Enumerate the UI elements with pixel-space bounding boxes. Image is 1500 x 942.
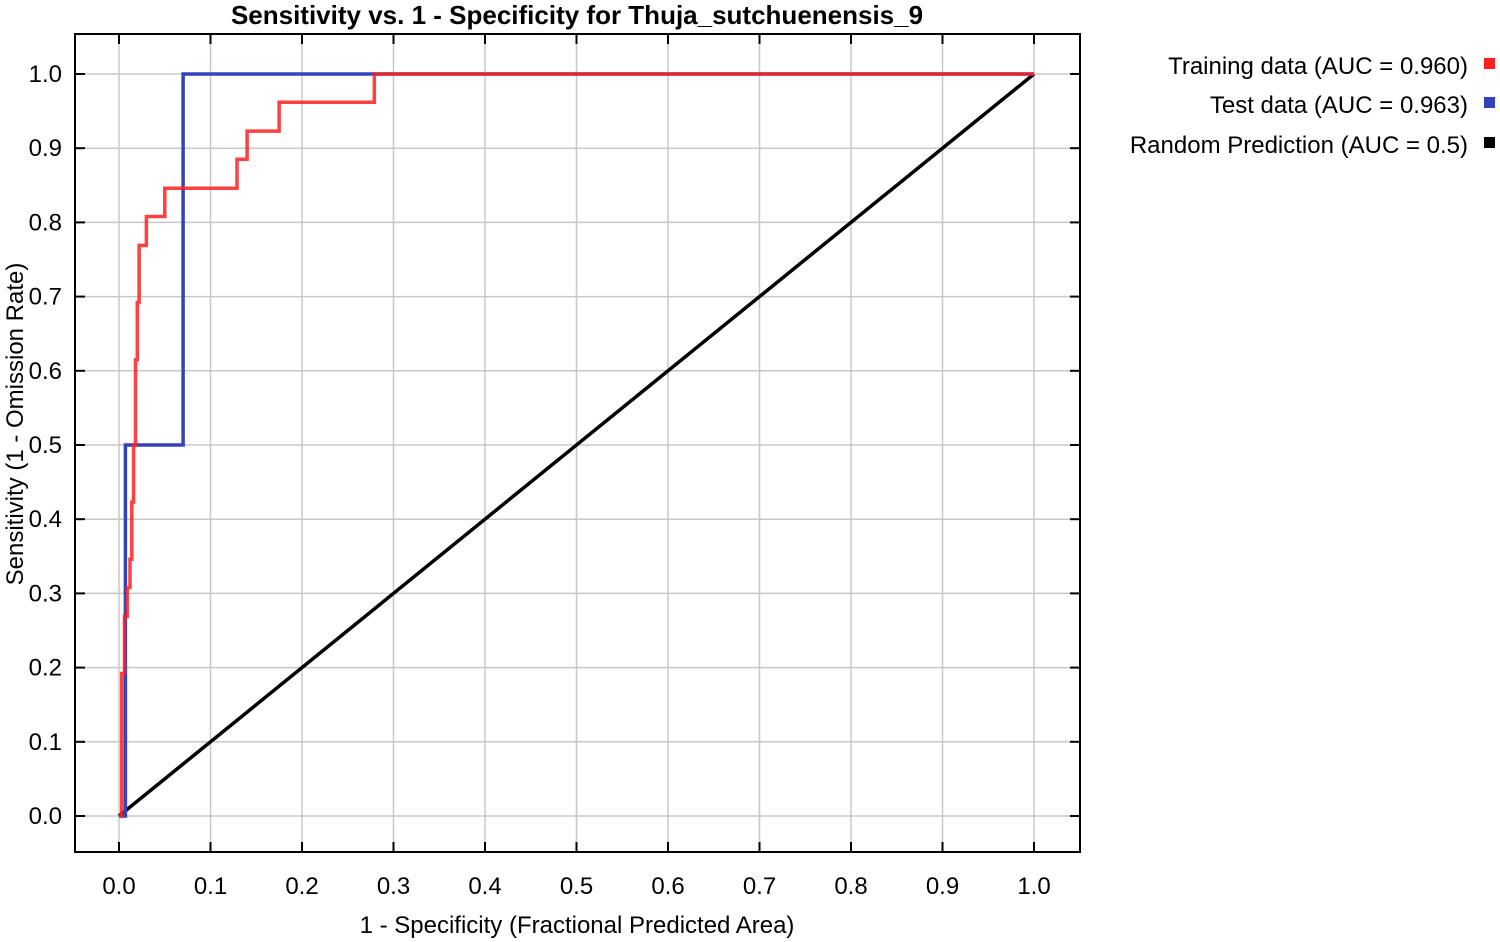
x-tick-label: 0.8 <box>834 873 867 900</box>
y-tick-label: 0.0 <box>29 803 62 830</box>
y-tick-label: 0.6 <box>29 358 62 385</box>
x-tick-label: 0.9 <box>926 873 959 900</box>
y-axis-title: Sensitivity (1 - Omission Rate) <box>2 263 29 586</box>
series-line-1 <box>119 72 1034 818</box>
y-tick-label: 0.9 <box>29 135 62 162</box>
legend-label: Training data (AUC = 0.960) <box>1168 53 1468 80</box>
legend-label: Random Prediction (AUC = 0.5) <box>1130 132 1468 159</box>
series-line-0 <box>119 72 1034 818</box>
x-tick-label: 0.4 <box>468 873 501 900</box>
legend-swatch <box>1484 137 1495 148</box>
x-tick-label: 1.0 <box>1017 873 1050 900</box>
chart-title: Sensitivity vs. 1 - Specificity for Thuj… <box>231 0 923 30</box>
y-tick-label: 0.2 <box>29 655 62 682</box>
y-tick-label: 0.4 <box>29 506 62 533</box>
x-tick-label: 0.5 <box>560 873 593 900</box>
x-tick-label: 0.7 <box>743 873 776 900</box>
y-tick-label: 0.5 <box>29 432 62 459</box>
x-tick-label: 0.1 <box>194 873 227 900</box>
legend: Training data (AUC = 0.960) Test data (AU… <box>1130 53 1495 159</box>
y-tick-label: 0.8 <box>29 209 62 236</box>
y-tick-label: 1.0 <box>29 61 62 88</box>
y-tick-label: 0.1 <box>29 729 62 756</box>
x-axis-title: 1 - Specificity (Fractional Predicted Ar… <box>360 912 795 939</box>
legend-swatch <box>1484 97 1495 108</box>
y-tick-label: 0.3 <box>29 580 62 607</box>
x-tick-label: 0.2 <box>285 873 318 900</box>
legend-label: Test data (AUC = 0.963) <box>1210 92 1468 119</box>
axis-ticks: 0.0 0.1 0.2 0.3 0.4 0.5 0.6 0.7 0.8 0.9 1.0 0.0 0.1 0… <box>29 34 1080 900</box>
x-tick-label: 0.6 <box>651 873 684 900</box>
x-tick-label: 0.0 <box>102 873 135 900</box>
y-tick-label: 0.7 <box>29 284 62 311</box>
series-lines <box>117 72 1036 818</box>
legend-swatch <box>1484 58 1495 69</box>
plot-frame <box>74 33 1081 853</box>
series-line-2 <box>117 72 1036 818</box>
x-tick-label: 0.3 <box>377 873 410 900</box>
